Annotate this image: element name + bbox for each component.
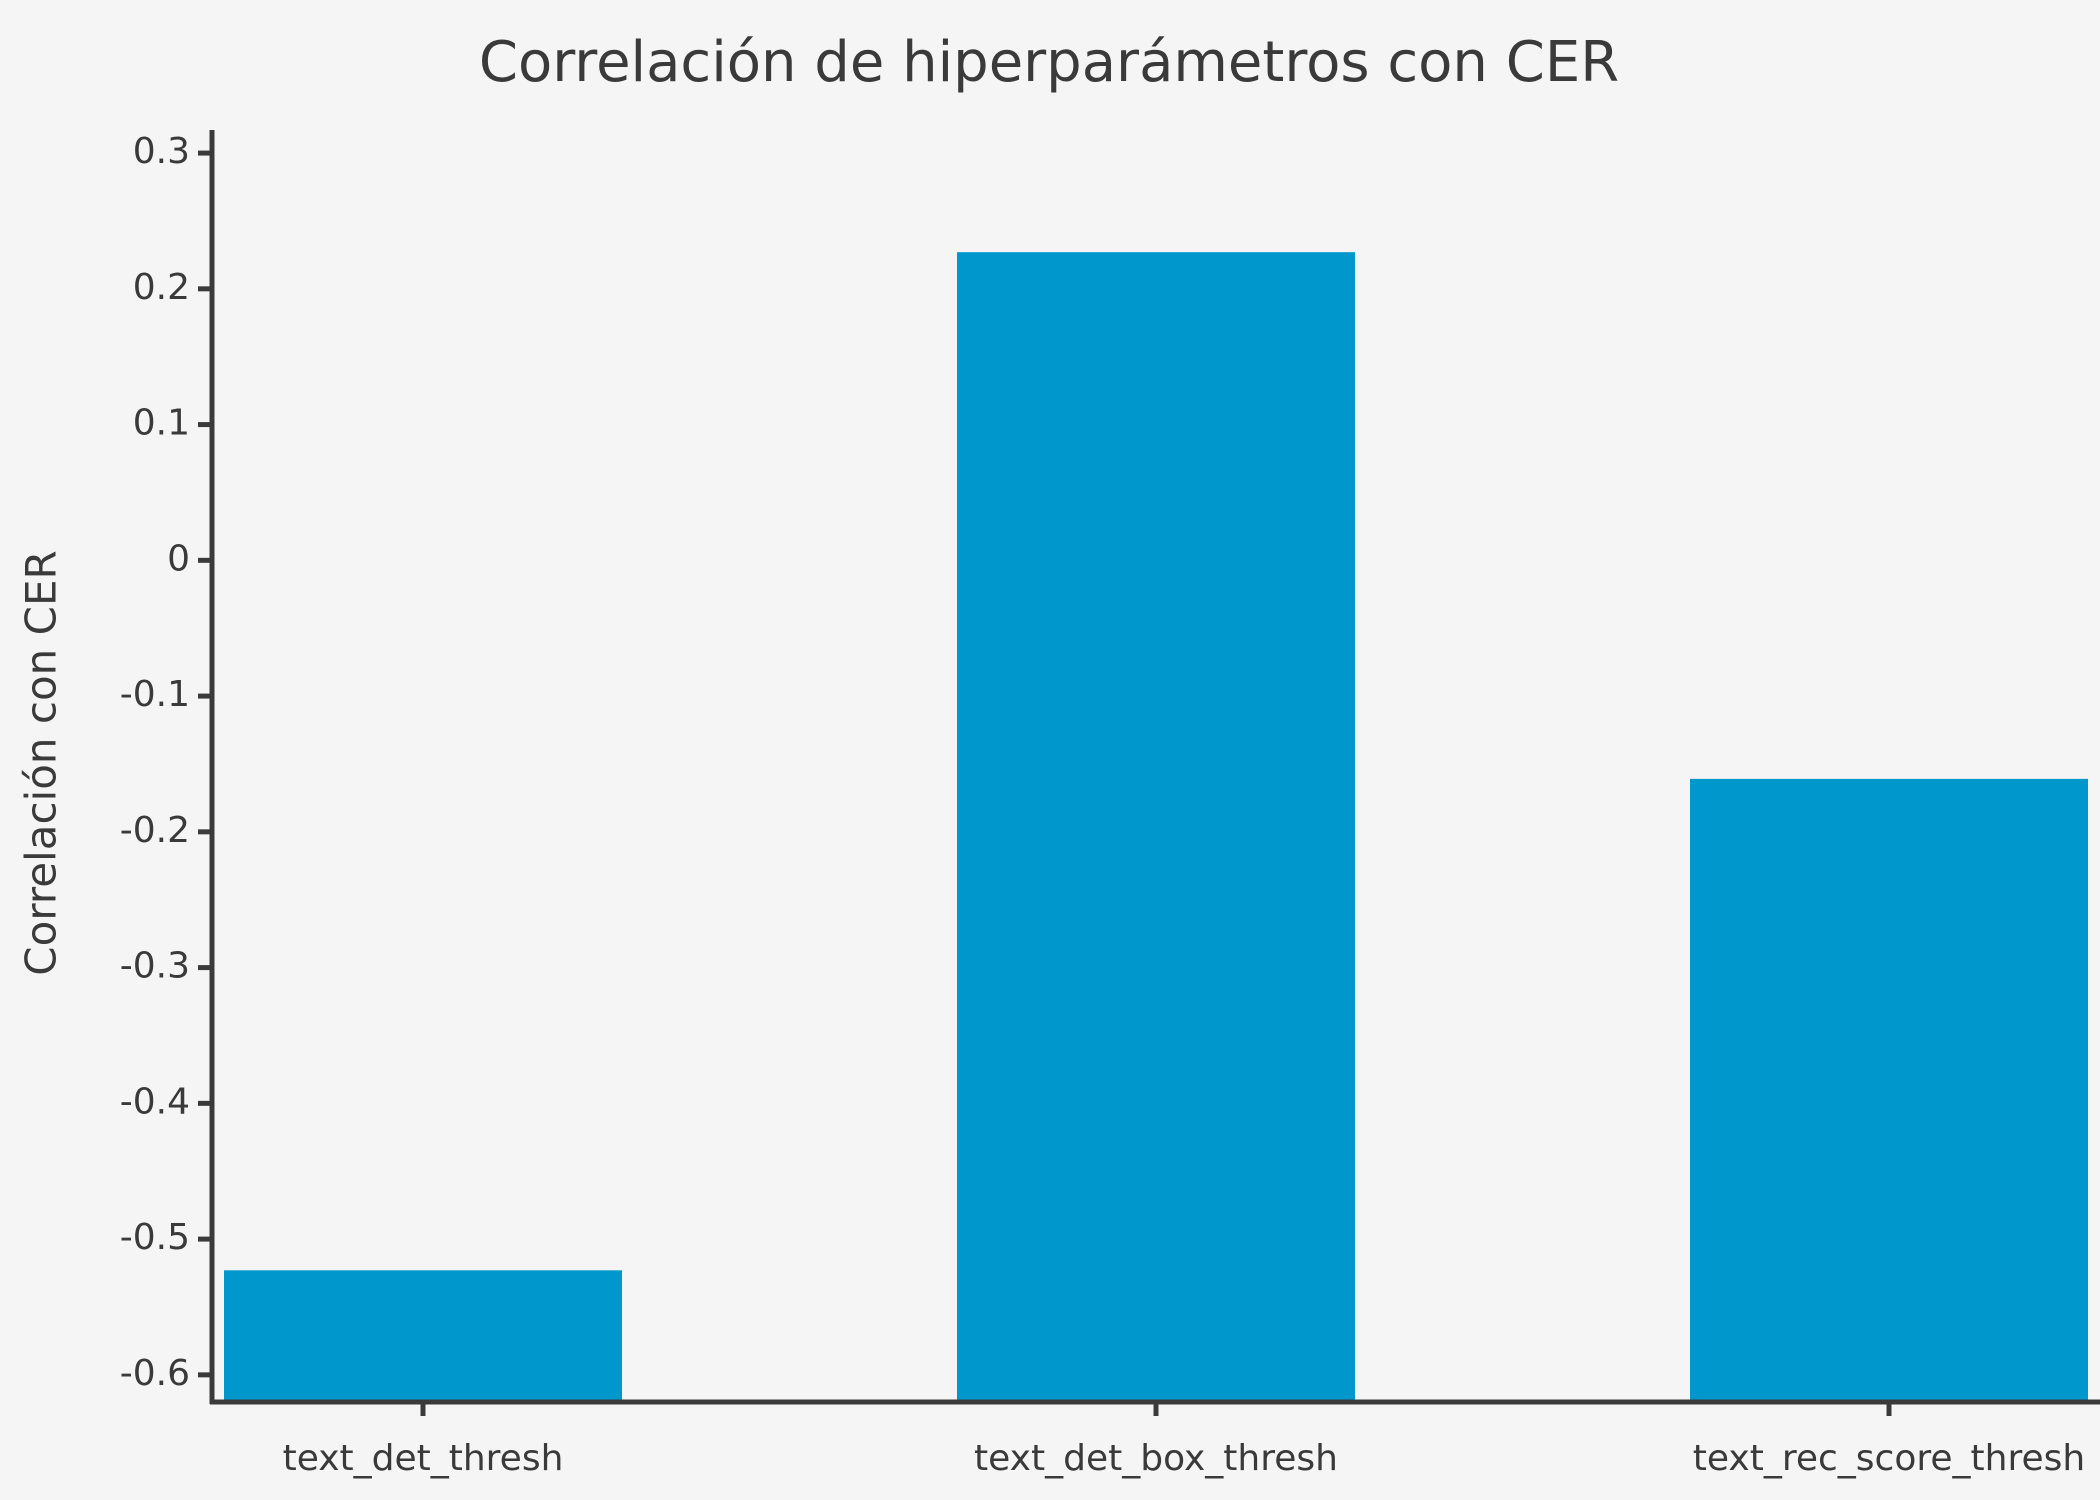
- y-tick-label: -0.6: [120, 1353, 190, 1394]
- y-tick-label: 0.1: [133, 403, 190, 444]
- y-tick-label: 0.3: [133, 131, 190, 172]
- y-tick-label: -0.5: [120, 1217, 190, 1258]
- y-tick-label: -0.3: [120, 946, 190, 987]
- bar: [224, 1270, 622, 1402]
- bar: [1690, 778, 2088, 1402]
- bar: [957, 252, 1355, 1403]
- y-tick-label: 0.2: [133, 267, 190, 308]
- y-tick-label: -0.1: [120, 674, 190, 715]
- y-tick-label: -0.2: [120, 810, 190, 851]
- x-tick-label: text_det_thresh: [283, 1438, 564, 1479]
- chart-title: Correlación de hiperparámetros con CER: [479, 30, 1619, 95]
- y-axis-label: Correlación con CER: [17, 550, 66, 975]
- x-tick-label: text_rec_score_thresh: [1693, 1438, 2085, 1479]
- x-tick-label: text_det_box_thresh: [974, 1438, 1338, 1479]
- y-tick-label: 0: [167, 538, 190, 579]
- y-tick-label: -0.4: [120, 1081, 190, 1122]
